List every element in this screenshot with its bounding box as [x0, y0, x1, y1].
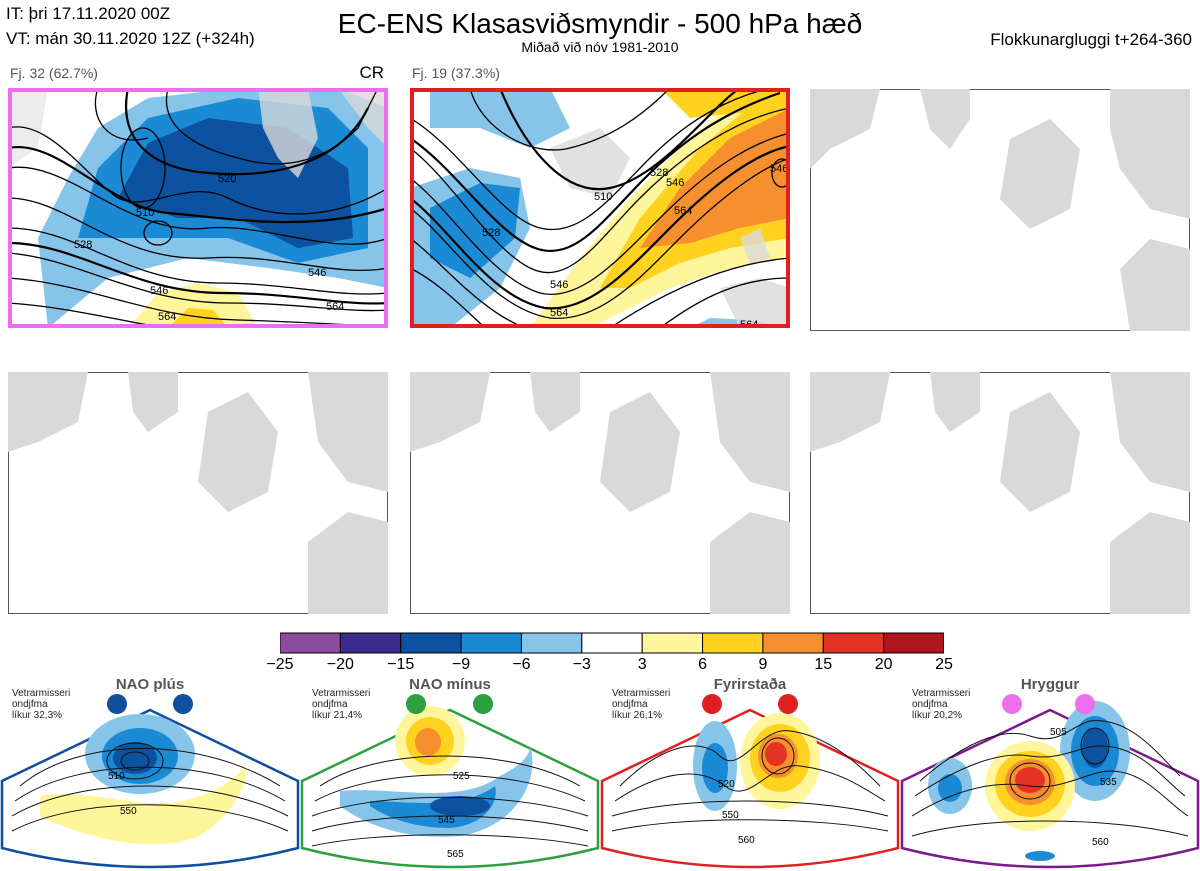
contour-label: 565 [447, 849, 464, 860]
contour-label: 560 [1092, 837, 1109, 848]
contour-label: 505 [1050, 727, 1067, 738]
cluster-map-2: Fj. 19 (37.3%) [410, 65, 790, 328]
regime-marker [702, 694, 722, 714]
regime-blocking: 520 550 560 Fyrirstaða Vetrarmisseri ond… [600, 676, 900, 871]
contour-label: 546 [770, 163, 788, 175]
contour-label: 564 [740, 319, 758, 328]
colorbar-tick-label: −25 [266, 656, 294, 673]
colorbar-tick-label: 20 [874, 656, 893, 673]
colorbar-swatch [400, 632, 462, 654]
regime-marker [1002, 694, 1022, 714]
regime-marker [107, 694, 127, 714]
colorbar-swatch [702, 632, 764, 654]
colorbar-swatch [280, 632, 341, 654]
contour-label: 564 [550, 307, 568, 319]
contour-label: 528 [482, 227, 500, 239]
contour-label: 525 [453, 771, 470, 782]
cluster-frame [8, 88, 388, 328]
regime-marker [778, 694, 798, 714]
anomaly-colorbar [280, 632, 944, 654]
page-subtitle: Miðað við nóv 1981-2010 [521, 39, 679, 55]
contour-label: 520 [218, 173, 236, 185]
contour-label: 560 [738, 835, 755, 846]
contour-label: 528 [74, 239, 92, 251]
contour-label: 564 [158, 311, 176, 323]
cluster-frame [410, 88, 790, 328]
contour-label: 520 [718, 779, 735, 790]
contour-label: 550 [722, 810, 739, 821]
colorbar-swatch [762, 632, 824, 654]
colorbar-tick-label: 25 [935, 656, 953, 673]
contour-label: 546 [666, 177, 684, 189]
cluster-map-6 [810, 372, 1190, 614]
colorbar-swatch [339, 632, 402, 654]
regime-marker [406, 694, 426, 714]
cluster-tag: CR [359, 63, 384, 82]
contour-label: 528 [650, 167, 668, 179]
regime-name: NAO plús [115, 676, 185, 693]
contour-label: 550 [120, 806, 137, 817]
colorbar-tick-label: 3 [637, 656, 647, 673]
cluster-map-5 [410, 372, 790, 614]
colorbar-tick-label: −15 [387, 656, 415, 673]
colorbar-swatch [520, 632, 583, 654]
cluster-map-3 [810, 89, 1190, 331]
colorbar-swatch [822, 632, 885, 654]
cluster-map-4 [8, 372, 388, 614]
regime-name: NAO mínus [409, 676, 491, 693]
regime-ridge: 505 535 560 Hryggur Vetrarmisseri ondjfm… [900, 676, 1200, 871]
colorbar-swatch [883, 632, 944, 654]
contour-label: 510 [594, 191, 612, 203]
regime-probability: Vetrarmisseri ondjfma líkur 32,3% [12, 688, 71, 721]
regime-marker [473, 694, 493, 714]
regime-probability: Vetrarmisseri ondjfma líkur 26,1% [612, 688, 671, 721]
contour-label: 510 [108, 771, 125, 782]
cluster-window-label: Flokkunargluggi t+264-360 [990, 30, 1192, 49]
colorbar-tick-label: −9 [451, 656, 471, 673]
cluster-label: Fj. 32 (62.7%) [10, 65, 98, 81]
colorbar-tick-label: −6 [512, 656, 531, 673]
colorbar-swatch [581, 632, 643, 654]
contour-label: 546 [308, 267, 326, 279]
contour-label: 510 [136, 207, 154, 219]
regime-nao-minus: 525 545 565 NAO mínus Vetrarmisseri ondj… [300, 676, 600, 871]
colorbar-swatch [460, 632, 522, 654]
contour-label: 545 [438, 815, 455, 826]
contour-label: 564 [674, 205, 692, 217]
cluster-map-1: Fj. 32 (62.7%) CR [8, 63, 388, 328]
regime-marker [1075, 694, 1095, 714]
regime-marker [173, 694, 193, 714]
contour-label: 546 [550, 279, 568, 291]
regime-probability: Vetrarmisseri ondjfma líkur 21,4% [312, 688, 371, 721]
contour-label: 546 [150, 285, 168, 297]
regime-probability: Vetrarmisseri ondjfma líkur 20,2% [912, 688, 971, 721]
colorbar-tick-label: 15 [814, 656, 833, 673]
contour-label: 535 [1100, 777, 1117, 788]
regime-nao-plus: 510 550 NAO plús Vetrarmisseri ondjfma l… [0, 676, 300, 871]
initial-time: IT: þri 17.11.2020 00Z [6, 4, 171, 23]
regime-name: Hryggur [1020, 676, 1080, 693]
contour-label: 564 [326, 301, 344, 313]
colorbar-tick-label: −3 [572, 656, 591, 673]
regime-name: Fyrirstaða [713, 676, 787, 693]
colorbar-tick-label: 6 [698, 656, 707, 673]
valid-time: VT: mán 30.11.2020 12Z (+324h) [6, 29, 255, 48]
cluster-label: Fj. 19 (37.3%) [412, 65, 500, 81]
colorbar-tick-label: 9 [758, 656, 768, 673]
colorbar-tick-label: −20 [326, 656, 354, 673]
colorbar-swatch [641, 632, 704, 654]
page-title: EC-ENS Klasasviðsmyndir - 500 hPa hæð [337, 8, 863, 39]
